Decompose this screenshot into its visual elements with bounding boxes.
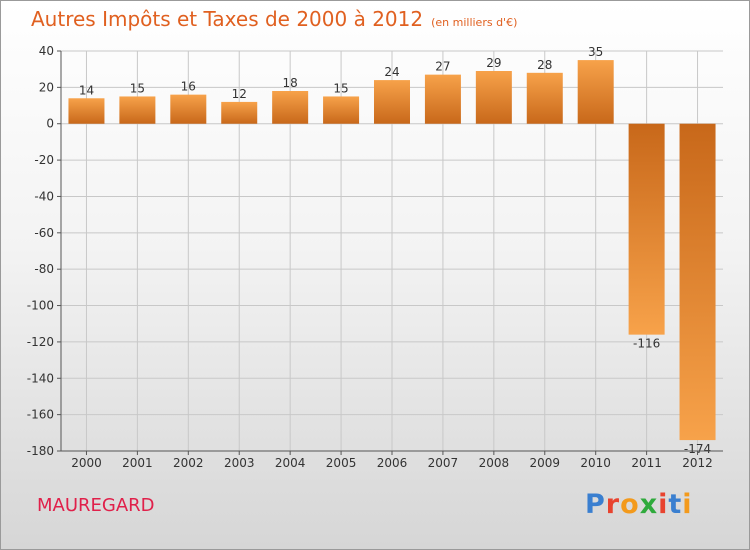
x-tick-label: 2003 [224,456,255,470]
commune-name: MAUREGARD [37,495,155,516]
data-labels: 14 15 16 12 18 15 24 27 29 28 35 -116 -174 [79,45,711,456]
bar [679,123,716,441]
y-tick-label: -60 [34,226,54,240]
y-tick-label: -140 [27,371,54,385]
proxiti-logo: Proxiti [585,489,693,520]
bar [119,96,156,124]
y-tick-label: 0 [46,117,54,131]
data-label: 14 [79,83,94,97]
x-tick-label: 2010 [580,456,611,470]
y-tick-label: -100 [27,299,54,313]
chart-title-text: Autres Impôts et Taxes de 2000 à 2012 [31,7,424,31]
y-axis-ticks: 40 20 0 -20 -40 -60 -80 -100 -120 -140 -160 -180 [27,44,61,458]
x-tick-label: 2007 [428,456,459,470]
data-label: 15 [130,81,145,95]
logo-letter: t [668,489,683,520]
data-label: 28 [537,58,552,72]
bar [424,74,461,124]
data-label: 35 [588,45,603,59]
x-tick-label: 2006 [377,456,408,470]
y-tick-label: 40 [39,44,54,58]
logo-letter: r [605,489,621,520]
y-tick-label: -160 [27,408,54,422]
bar [68,98,105,124]
data-label: 24 [384,65,399,79]
logo-letter: P [585,489,606,520]
bar [170,94,207,124]
bar [577,60,614,124]
data-label: 15 [333,81,348,95]
bars [68,60,716,441]
y-tick-label: -120 [27,335,54,349]
y-tick-label: -20 [34,153,54,167]
logo-letter: i [682,489,693,520]
x-tick-label: 2000 [71,456,102,470]
bar [272,91,309,124]
bar [475,71,512,124]
bar [221,101,258,124]
x-tick-label: 2005 [326,456,357,470]
y-tick-label: 20 [39,80,54,94]
data-label: 18 [283,76,298,90]
data-label: 29 [486,56,501,70]
y-tick-label: -80 [34,262,54,276]
bar [374,80,410,124]
bar [628,123,665,335]
y-tick-label: -180 [27,444,54,458]
bar [323,96,360,124]
bar [526,72,563,124]
x-tick-label: 2004 [275,456,306,470]
x-tick-label: 2012 [682,456,713,470]
data-label: -116 [633,337,660,351]
x-tick-label: 2011 [631,456,662,470]
logo-letter: i [658,489,669,520]
x-tick-label: 2009 [529,456,560,470]
chart-title: Autres Impôts et Taxes de 2000 à 2012 (en… [31,7,517,31]
data-label: 27 [435,60,450,74]
data-label: -174 [684,442,711,456]
x-tick-label: 2008 [479,456,510,470]
data-label: 16 [181,80,196,94]
data-label: 12 [232,87,247,101]
chart-unit-text: (en milliers d'€) [431,16,518,29]
x-tick-label: 2001 [122,456,153,470]
x-axis-ticks: 2000 2001 2002 2003 2004 2005 2006 2007 2008 2009… [71,451,713,470]
logo-letter: o [620,489,640,520]
y-tick-label: -40 [34,189,54,203]
x-tick-label: 2002 [173,456,204,470]
logo-letter: x [639,489,659,520]
